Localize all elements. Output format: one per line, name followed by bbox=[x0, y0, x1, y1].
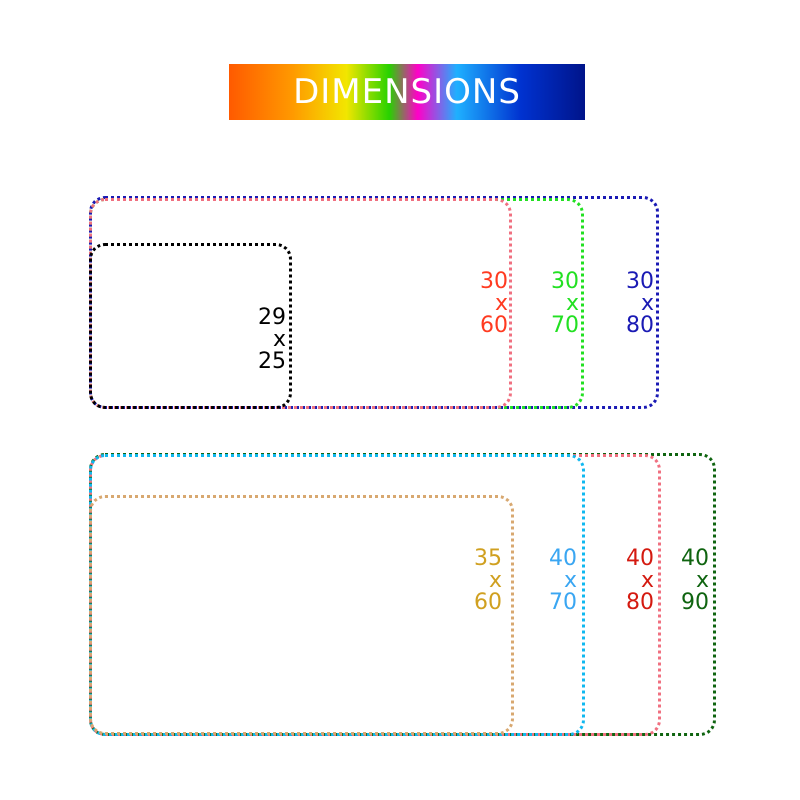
dimension-width: 35 bbox=[474, 546, 502, 571]
label-30x70: 30 x 70 bbox=[551, 271, 579, 337]
dimension-sep: x bbox=[488, 568, 502, 593]
dimension-width: 40 bbox=[681, 546, 709, 571]
title-banner: DIMENSIONS bbox=[229, 64, 585, 120]
dimension-width: 30 bbox=[626, 269, 654, 294]
label-40x70: 40 x 70 bbox=[549, 548, 577, 614]
dimension-width: 40 bbox=[549, 546, 577, 571]
dimension-length: 80 bbox=[626, 590, 654, 615]
dimension-sep: x bbox=[640, 291, 654, 316]
dimension-width: 29 bbox=[258, 305, 286, 330]
dimension-length: 80 bbox=[626, 313, 654, 338]
dimension-sep: x bbox=[494, 291, 508, 316]
box-29x25 bbox=[89, 243, 292, 409]
dimension-sep: x bbox=[565, 291, 579, 316]
dimension-length: 90 bbox=[681, 590, 709, 615]
dimension-length: 70 bbox=[551, 313, 579, 338]
dimension-sep: x bbox=[695, 568, 709, 593]
dimension-length: 70 bbox=[549, 590, 577, 615]
label-40x90: 40 x 90 bbox=[681, 548, 709, 614]
dimension-length: 25 bbox=[258, 349, 286, 374]
dimension-sep: x bbox=[272, 327, 286, 352]
label-30x80: 30 x 80 bbox=[626, 271, 654, 337]
dimension-width: 40 bbox=[626, 546, 654, 571]
title: DIMENSIONS bbox=[293, 72, 521, 112]
dimension-length: 60 bbox=[474, 590, 502, 615]
label-40x80: 40 x 80 bbox=[626, 548, 654, 614]
dimension-width: 30 bbox=[480, 269, 508, 294]
dimension-width: 30 bbox=[551, 269, 579, 294]
label-29x25: 29 x 25 bbox=[258, 307, 286, 373]
label-35x60: 35 x 60 bbox=[474, 548, 502, 614]
dimension-length: 60 bbox=[480, 313, 508, 338]
label-30x60: 30 x 60 bbox=[480, 271, 508, 337]
dimension-sep: x bbox=[640, 568, 654, 593]
box-35x60 bbox=[89, 495, 514, 735]
dimension-sep: x bbox=[563, 568, 577, 593]
